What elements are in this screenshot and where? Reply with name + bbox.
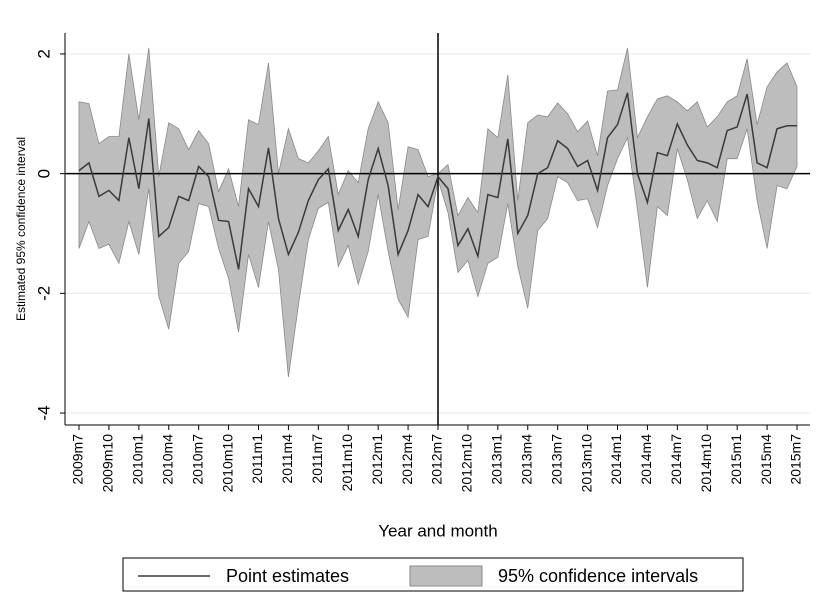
y-axis-title: Estimated 95% confidence interval	[14, 137, 28, 321]
x-tick-label: 2009m10	[100, 434, 116, 493]
x-tick-label: 2009m7	[70, 434, 86, 485]
x-tick-label: 2010m10	[219, 434, 235, 493]
legend-label: Point estimates	[226, 566, 349, 586]
y-tick-label: 2	[34, 49, 53, 58]
x-tick-label: 2013m1	[489, 434, 505, 485]
x-tick-label: 2012m10	[459, 434, 475, 493]
x-tick-label: 2015m7	[788, 434, 804, 485]
legend-swatch-band	[409, 565, 483, 587]
x-tick-label: 2013m10	[578, 434, 594, 493]
x-tick-label: 2014m10	[698, 434, 714, 493]
x-tick-label: 2014m7	[668, 434, 684, 485]
y-tick-label: -2	[34, 286, 53, 301]
x-tick-label: 2013m7	[548, 434, 564, 485]
x-tick-label: 2014m4	[638, 434, 654, 485]
x-tick-label: 2015m1	[728, 434, 744, 485]
x-tick-label: 2010m4	[159, 434, 175, 485]
x-tick-label: 2011m1	[249, 434, 265, 484]
y-tick-label: 0	[34, 169, 53, 178]
x-tick-label: 2012m1	[369, 434, 385, 485]
legend-label: 95% confidence intervals	[498, 566, 698, 586]
x-tick-label: 2010m7	[189, 434, 205, 485]
y-tick-label: -4	[34, 405, 53, 420]
x-tick-label: 2013m4	[518, 434, 534, 485]
x-tick-label: 2012m7	[429, 434, 445, 485]
x-tick-label: 2011m7	[309, 434, 325, 484]
x-axis-title: Year and month	[378, 521, 497, 540]
x-tick-label: 2010m1	[130, 434, 146, 485]
x-tick-label: 2015m4	[758, 434, 774, 485]
x-tick-label: 2011m4	[279, 434, 295, 484]
x-tick-label: 2012m4	[399, 434, 415, 485]
x-tick-label: 2014m1	[608, 434, 624, 485]
confidence-band	[78, 47, 798, 378]
series-line	[78, 92, 797, 270]
x-tick-label: 2011m10	[339, 434, 355, 492]
